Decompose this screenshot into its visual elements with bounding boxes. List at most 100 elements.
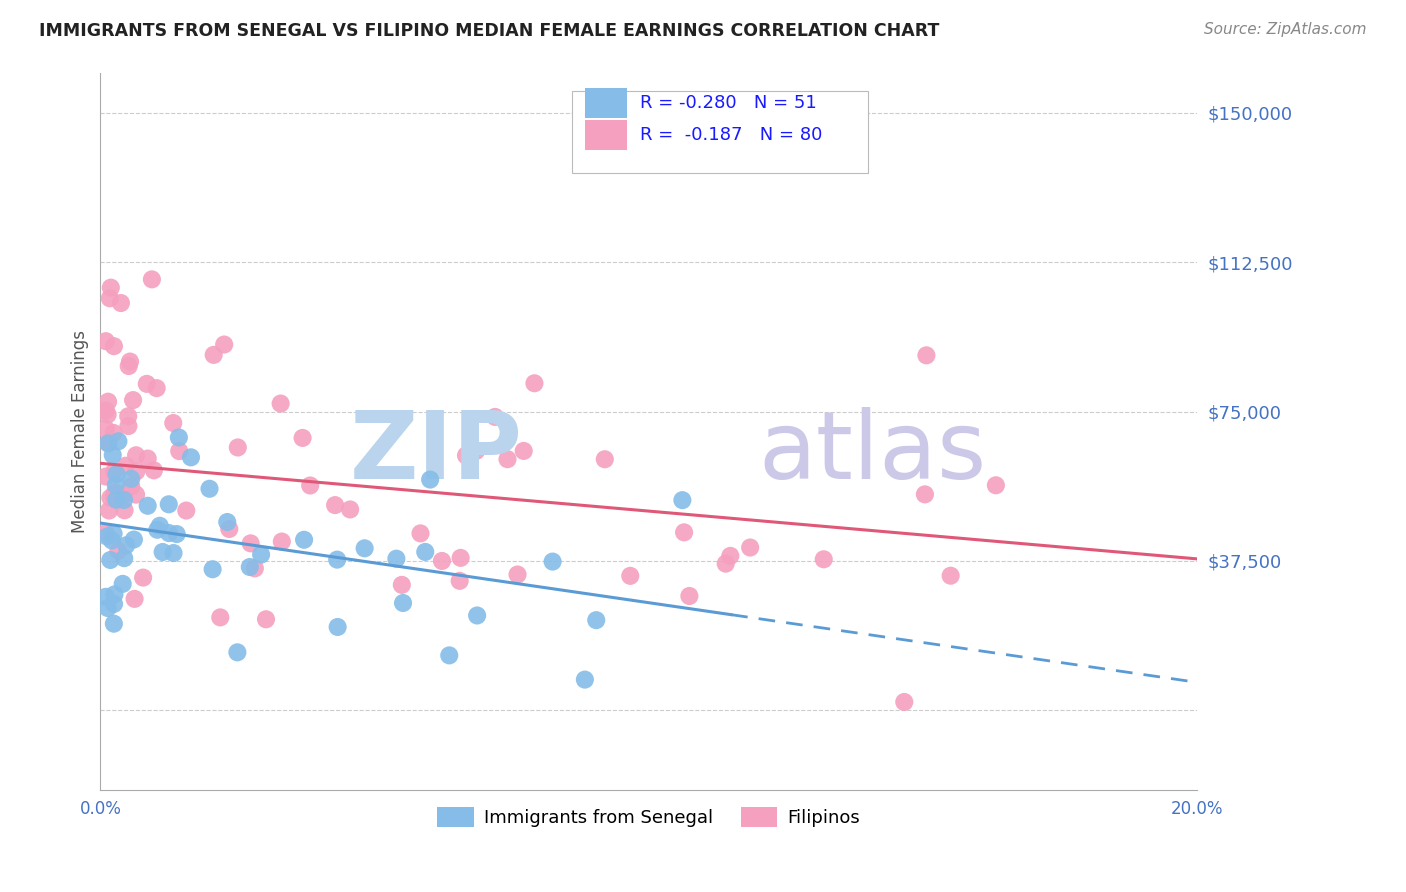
Point [125,488,148,502]
Point [98,553,121,567]
Point [409,526,432,541]
Point [152,545,174,559]
Point [984,478,1007,492]
Point [250,548,273,562]
Text: atlas: atlas [759,407,987,499]
Text: R =  -0.187   N = 80: R = -0.187 N = 80 [640,126,823,144]
Point [97,394,120,409]
Point [103,339,125,353]
Point [813,552,835,566]
FancyBboxPatch shape [572,91,869,173]
Point [115,538,138,552]
Bar [585,88,627,118]
Point [465,444,488,458]
Point [673,525,696,540]
Point [391,578,413,592]
Point [574,673,596,687]
Point [512,444,534,458]
Point [122,533,145,547]
Point [323,498,346,512]
Legend: Immigrants from Senegal, Filipinos: Immigrants from Senegal, Filipinos [430,799,868,835]
Point [124,591,146,606]
Point [254,612,277,626]
Point [146,523,169,537]
Point [98,291,121,305]
Point [671,493,693,508]
Point [107,434,129,449]
Point [125,448,148,462]
Point [96,529,118,543]
Point [392,596,415,610]
Point [174,503,197,517]
Point [939,568,962,582]
Point [914,487,936,501]
Point [122,393,145,408]
Point [465,608,488,623]
Point [218,522,240,536]
Point [198,482,221,496]
Point [103,597,125,611]
Point [94,590,117,604]
Point [103,425,125,440]
Point [413,545,436,559]
Point [120,479,142,493]
Point [292,533,315,547]
Point [180,450,202,465]
Point [120,472,142,486]
Point [103,490,125,504]
Point [339,502,361,516]
Point [97,436,120,450]
Point [157,526,180,541]
Point [270,396,292,410]
Point [270,534,292,549]
Point [105,492,128,507]
Point [136,499,159,513]
Point [142,463,165,477]
Y-axis label: Median Female Earnings: Median Female Earnings [72,330,89,533]
Point [585,613,607,627]
Point [94,525,117,540]
Point [226,441,249,455]
Point [125,465,148,479]
Text: IMMIGRANTS FROM SENEGAL VS FILIPINO MEDIAN FEMALE EARNINGS CORRELATION CHART: IMMIGRANTS FROM SENEGAL VS FILIPINO MEDI… [39,22,939,40]
Point [326,552,349,566]
Point [110,296,132,310]
Point [593,452,616,467]
Point [157,497,180,511]
Point [226,645,249,659]
Point [112,493,135,508]
Point [419,473,441,487]
Point [112,551,135,566]
Point [118,359,141,373]
Point [496,452,519,467]
Point [132,571,155,585]
Point [135,376,157,391]
Point [112,487,135,501]
Point [678,589,700,603]
Point [94,422,117,436]
Point [97,436,120,450]
Point [114,458,136,473]
Point [718,549,741,563]
Point [136,451,159,466]
Point [103,616,125,631]
Point [430,554,453,568]
Point [94,469,117,483]
Point [202,348,225,362]
Text: ZIP: ZIP [350,407,523,499]
Point [167,430,190,444]
Point [449,574,471,588]
Point [217,515,239,529]
Point [111,577,134,591]
Point [541,555,564,569]
Point [239,560,262,574]
Point [114,503,136,517]
Point [167,444,190,458]
Point [101,533,124,548]
Point [103,587,125,601]
Point [450,550,472,565]
Point [94,334,117,348]
Point [107,543,129,558]
Point [439,648,461,663]
Point [103,465,125,479]
